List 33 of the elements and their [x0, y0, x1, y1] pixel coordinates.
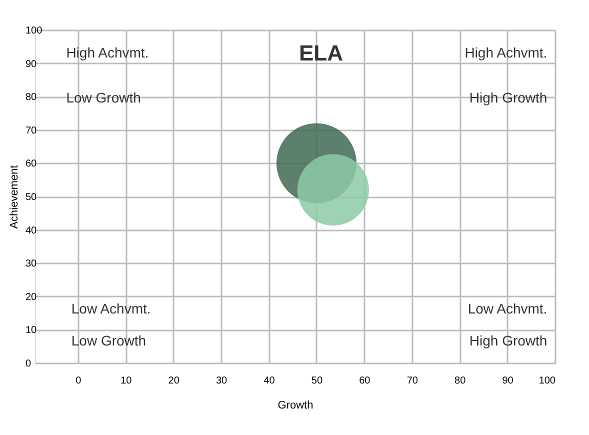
y-tick-label: 100	[26, 26, 43, 36]
y-tick-label: 90	[26, 58, 38, 70]
y-tick-label: 0	[26, 358, 32, 370]
x-tick-label: 70	[406, 376, 418, 386]
annotation: High Growth	[469, 332, 548, 348]
x-tick-label: 40	[264, 376, 276, 386]
annotation: High Achvmt.	[66, 44, 149, 60]
y-tick-label: 10	[26, 325, 38, 336]
x-tick-label: 20	[168, 376, 180, 386]
y-tick-label: 40	[26, 225, 38, 236]
y-tick-label: 80	[26, 92, 38, 104]
x-tick-label: 50	[311, 376, 323, 386]
x-tick-label: 10	[120, 376, 132, 386]
y-tick-label: 50	[26, 192, 38, 203]
y-tick-label: 20	[26, 292, 38, 303]
x-tick-label: 90	[502, 376, 514, 386]
annotation: Low Growth	[71, 332, 146, 348]
x-tick-label: 80	[454, 376, 466, 386]
annotation: High Growth	[469, 89, 548, 106]
x-tick-label: 0	[76, 376, 82, 386]
annotation: Low Growth	[66, 89, 141, 106]
x-tick-label: 30	[216, 376, 228, 386]
y-tick-label: 60	[26, 158, 38, 170]
annotation: Low Achvmt.	[71, 300, 151, 317]
annotation: High Achvmt.	[464, 44, 548, 60]
y-axis-title: Achievement	[8, 165, 20, 229]
y-tick-label: 70	[26, 125, 38, 136]
x-tick-label: 100	[538, 376, 556, 386]
x-tick-label: 60	[359, 376, 371, 386]
y-tick-label: 30	[26, 258, 38, 270]
annotation: Low Achvmt.	[468, 300, 548, 317]
text: ELA	[299, 40, 344, 66]
x-axis-title: Growth	[278, 400, 314, 412]
